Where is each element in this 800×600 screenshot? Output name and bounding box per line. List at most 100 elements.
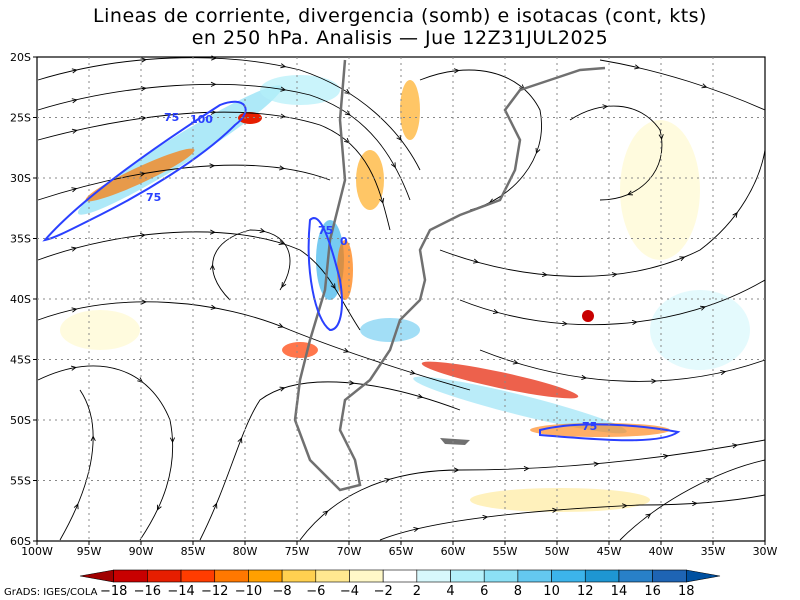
colorbar-swatch (214, 569, 249, 583)
lon-label: 60W (441, 545, 466, 558)
lon-label: 45W (597, 545, 622, 558)
streamline-arrow (141, 299, 147, 305)
streamline-arrow (541, 271, 548, 278)
colorbar-label: 6 (480, 584, 488, 599)
streamline-arrow (701, 83, 708, 89)
lon-label: 70W (337, 545, 362, 558)
streamline-arrow (209, 264, 215, 270)
colorbar-label: −12 (201, 584, 228, 599)
streamline-arrow (280, 86, 287, 92)
colorbar-swatch (618, 569, 653, 583)
coastline-falklands (440, 438, 470, 445)
isotach-label: 75 (318, 224, 333, 237)
longitude-labels: 100W 95W 90W 85W 80W 75W 70W 65W 60W 55W 50W 45W 40W… (21, 545, 777, 558)
colorbar-label: −2 (374, 584, 393, 599)
colorbar-swatch (416, 569, 451, 583)
colorbar-label: 8 (514, 584, 522, 599)
streamline-arrow (390, 162, 396, 169)
lon-label: 75W (285, 545, 310, 558)
streamline-arrow (379, 197, 385, 204)
streamline-arrow (535, 147, 541, 154)
colorbar-label: −16 (134, 584, 161, 599)
streamline-arrow (384, 478, 391, 484)
lon-label: 40W (649, 545, 674, 558)
lon-label: 85W (181, 545, 206, 558)
streamline-arrow (413, 526, 420, 533)
isotach-labels: 75 100 75 75 0 75 (146, 111, 597, 433)
lat-label: 40S (10, 293, 31, 306)
lat-lon-grid (33, 56, 766, 545)
streamline-arrow (626, 190, 633, 196)
lat-label: 55S (10, 475, 31, 488)
colorbar-swatch (517, 569, 552, 583)
colorbar-label: 2 (413, 584, 421, 599)
lat-label: 25S (10, 112, 31, 125)
colorbar-label: −4 (340, 584, 359, 599)
lat-label: 50S (10, 414, 31, 427)
streamline-arrow (562, 321, 568, 327)
streamline-arrow (71, 68, 78, 74)
streamline-arrow (210, 304, 217, 310)
streamline-arrow (281, 282, 287, 288)
streamline-arrow (622, 503, 628, 509)
streamline-arrow (611, 272, 618, 278)
isotach-label: 75 (146, 191, 161, 204)
streamline-arrow (140, 86, 147, 92)
lon-label: 30W (753, 545, 778, 558)
streamline-arrow (705, 478, 712, 483)
lat-label: 60S (10, 535, 31, 548)
lon-label: 90W (129, 545, 154, 558)
colorbar-label: 18 (678, 584, 695, 599)
colorbar-label: 14 (611, 584, 628, 599)
grads-credit: GrADS: IGES/COLA (4, 587, 98, 598)
map-title-line-1: Lineas de corriente, divergencia (somb) … (93, 5, 707, 27)
streamline-arrow (482, 514, 489, 520)
lat-label: 30S (10, 172, 31, 185)
streamline-arrow (732, 443, 739, 449)
streamline-arrow (279, 386, 286, 392)
colorbar-label: 12 (577, 584, 594, 599)
isotach-label: 75 (582, 420, 597, 433)
streamline-arrow (651, 378, 657, 384)
streamline-arrow (453, 68, 460, 74)
streamline-arrow (90, 435, 96, 442)
lat-label: 45S (10, 354, 31, 367)
streamline-arrow (593, 461, 600, 467)
streamline-arrow (349, 380, 355, 386)
streamline-arrow (409, 369, 416, 375)
streamline-arrow (512, 359, 519, 365)
streamline-arrow (277, 323, 284, 328)
streamlines (37, 55, 766, 541)
colorbar-label: −10 (235, 584, 262, 599)
streamline-arrow (210, 81, 217, 87)
colorbar-swatch (147, 569, 182, 583)
colorbar-swatch (315, 569, 350, 583)
colorbar-swatch (382, 569, 418, 583)
streamline-arrow (237, 437, 243, 444)
streamline-arrow (700, 305, 707, 311)
streamline-arrow (344, 110, 351, 116)
streamline-arrow (169, 437, 176, 444)
lon-label: 35W (701, 545, 726, 558)
streamline-arrow (631, 319, 638, 326)
colorbar-swatch (450, 569, 485, 583)
coastline-south-america (293, 59, 606, 492)
colorbar-swatch (483, 569, 519, 583)
streamline-arrow (343, 347, 350, 353)
streamline-arrow (212, 502, 218, 509)
colorbar (79, 569, 721, 583)
colorbar-swatch (652, 569, 687, 583)
streamline-arrow (280, 113, 287, 119)
streamline-arrow (322, 510, 329, 516)
streamline-arrow (720, 370, 727, 376)
lon-label: 55W (493, 545, 518, 558)
streamline-arrow (634, 64, 641, 70)
streamline-arrow (209, 163, 216, 169)
colorbar-end-arrow-left (79, 569, 114, 583)
streamline-arrow (279, 165, 286, 171)
streamline-arrow (139, 232, 146, 239)
streamline-arrow (645, 513, 652, 519)
streamline-arrow (73, 503, 79, 510)
streamline-arrow (492, 308, 499, 314)
